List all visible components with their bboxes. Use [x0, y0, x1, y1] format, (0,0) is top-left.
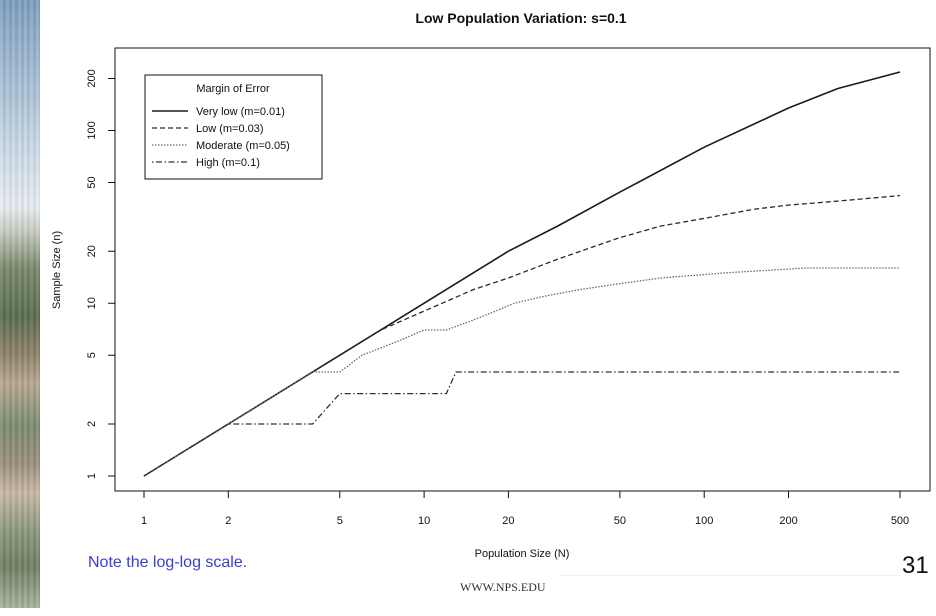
x-tick-label: 200: [779, 515, 797, 527]
y-axis-title: Sample Size (n): [51, 231, 63, 309]
series-line-4: [143, 371, 900, 477]
slide-number: 31: [902, 552, 929, 579]
x-tick-label: 2: [225, 515, 231, 527]
x-tick-label: 20: [502, 515, 514, 527]
x-tick-label: 10: [418, 515, 430, 527]
y-tick-label: 10: [86, 297, 98, 309]
x-tick-label: 1: [141, 515, 147, 527]
chart-title: Low Population Variation: s=0.1: [415, 10, 626, 26]
y-tick-label: 200: [86, 69, 98, 87]
y-tick-label: 100: [86, 121, 98, 139]
footer-url: WWW.NPS.EDU: [460, 580, 546, 594]
y-tick-label: 2: [86, 421, 98, 427]
legend-title: Margin of Error: [196, 83, 270, 95]
background-watermark: [560, 575, 900, 616]
y-tick-label: 1: [86, 473, 98, 479]
series-line-2: [143, 194, 901, 477]
chart-legend: Margin of Error Very low (m=0.01) Low (m=…: [144, 74, 323, 180]
y-tick-label: 5: [86, 352, 98, 358]
x-tick-label: 5: [337, 515, 343, 527]
x-tick-label: 500: [891, 515, 909, 527]
y-tick-label: 50: [86, 176, 98, 188]
x-tick-label: 100: [695, 515, 713, 527]
legend-label-1: Very low (m=0.01): [196, 106, 285, 118]
x-axis: 1 2 5 10 20 50 100 200 500: [141, 490, 909, 527]
slide-note: Note the log-log scale.: [88, 554, 248, 571]
background-photo-strip: [0, 0, 40, 608]
legend-label-3: Moderate (m=0.05): [196, 140, 290, 152]
y-tick-label: 20: [86, 245, 98, 257]
legend-label-2: Low (m=0.03): [196, 123, 264, 135]
x-tick-label: 50: [614, 515, 626, 527]
x-axis-title: Population Size (N): [475, 548, 570, 560]
legend-label-4: High (m=0.1): [196, 157, 260, 169]
series-layer: [143, 71, 901, 477]
y-axis: 1 2 5 10 20 50 100 200: [86, 69, 116, 479]
